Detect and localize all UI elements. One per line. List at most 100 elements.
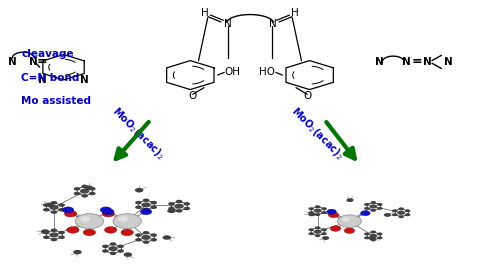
Circle shape [50,228,58,232]
Circle shape [315,226,320,229]
Circle shape [392,209,398,212]
Circle shape [167,209,175,213]
Circle shape [162,235,171,240]
Circle shape [184,207,190,210]
Circle shape [110,242,116,246]
Circle shape [143,198,150,202]
Circle shape [135,188,143,193]
Text: N: N [30,57,38,67]
Circle shape [110,252,116,255]
Text: =: = [412,55,422,68]
Circle shape [62,207,74,213]
Text: OH: OH [224,68,240,77]
Circle shape [314,209,322,213]
Circle shape [405,209,410,212]
Circle shape [308,207,314,210]
Circle shape [330,226,340,231]
Circle shape [184,202,190,206]
Circle shape [102,245,108,248]
Circle shape [43,231,50,234]
Circle shape [150,238,157,242]
Circle shape [150,206,157,209]
Circle shape [50,210,58,214]
Circle shape [174,204,184,209]
Circle shape [370,231,376,234]
Circle shape [43,208,50,211]
Circle shape [364,232,370,235]
Circle shape [168,207,175,210]
Circle shape [398,207,404,210]
Circle shape [73,250,82,254]
Circle shape [80,189,90,194]
Text: H: H [291,8,298,18]
Circle shape [328,212,338,218]
Circle shape [322,211,327,214]
Circle shape [64,210,76,217]
Circle shape [43,235,50,239]
Circle shape [370,234,378,238]
Circle shape [41,229,50,234]
Circle shape [50,201,58,205]
Circle shape [150,201,157,204]
Text: cleavage: cleavage [22,49,74,59]
Circle shape [142,202,151,207]
Circle shape [308,211,314,214]
Circle shape [135,238,141,242]
Circle shape [360,211,370,216]
Text: MoO$_2$(acac)$_2$: MoO$_2$(acac)$_2$ [288,104,346,162]
Circle shape [370,201,376,204]
Circle shape [143,231,150,235]
Circle shape [322,232,327,235]
Text: HO: HO [260,68,276,77]
Circle shape [58,208,65,211]
Circle shape [143,208,150,211]
Circle shape [58,203,65,207]
Text: C=N bond: C=N bond [22,73,80,83]
Circle shape [113,214,141,229]
Text: Mo assisted: Mo assisted [22,96,92,106]
Circle shape [46,203,54,207]
Text: N: N [444,57,452,67]
Circle shape [377,207,382,210]
Text: N: N [268,19,276,29]
Circle shape [49,205,58,210]
Circle shape [315,234,320,237]
Circle shape [118,216,128,222]
Text: O: O [303,91,312,101]
Text: O: O [188,91,197,101]
Circle shape [74,187,80,190]
Circle shape [176,200,182,203]
Circle shape [327,209,336,214]
Circle shape [315,205,320,208]
Text: H: H [202,8,209,18]
Circle shape [118,249,124,253]
Circle shape [344,228,354,233]
Circle shape [364,236,370,239]
Circle shape [84,185,93,190]
Circle shape [346,198,354,202]
Circle shape [104,227,117,233]
Circle shape [377,236,382,239]
Circle shape [308,232,314,235]
Circle shape [364,207,370,210]
Circle shape [398,215,404,218]
Circle shape [370,204,378,209]
Circle shape [168,202,175,206]
Circle shape [89,187,96,190]
Circle shape [370,209,376,212]
Circle shape [315,213,320,216]
Circle shape [66,227,79,233]
Circle shape [102,249,108,253]
Circle shape [135,233,141,237]
Circle shape [405,213,410,216]
Circle shape [108,246,118,251]
Circle shape [308,213,316,216]
Circle shape [176,209,182,213]
Circle shape [58,231,65,234]
Circle shape [135,206,141,209]
Circle shape [43,203,50,207]
Text: N: N [38,75,47,85]
Circle shape [89,192,96,195]
Circle shape [322,236,329,240]
Circle shape [322,207,327,210]
